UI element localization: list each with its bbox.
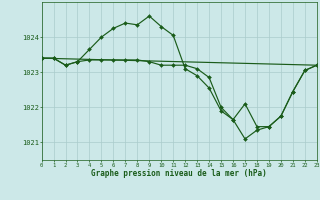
X-axis label: Graphe pression niveau de la mer (hPa): Graphe pression niveau de la mer (hPa) <box>91 169 267 178</box>
